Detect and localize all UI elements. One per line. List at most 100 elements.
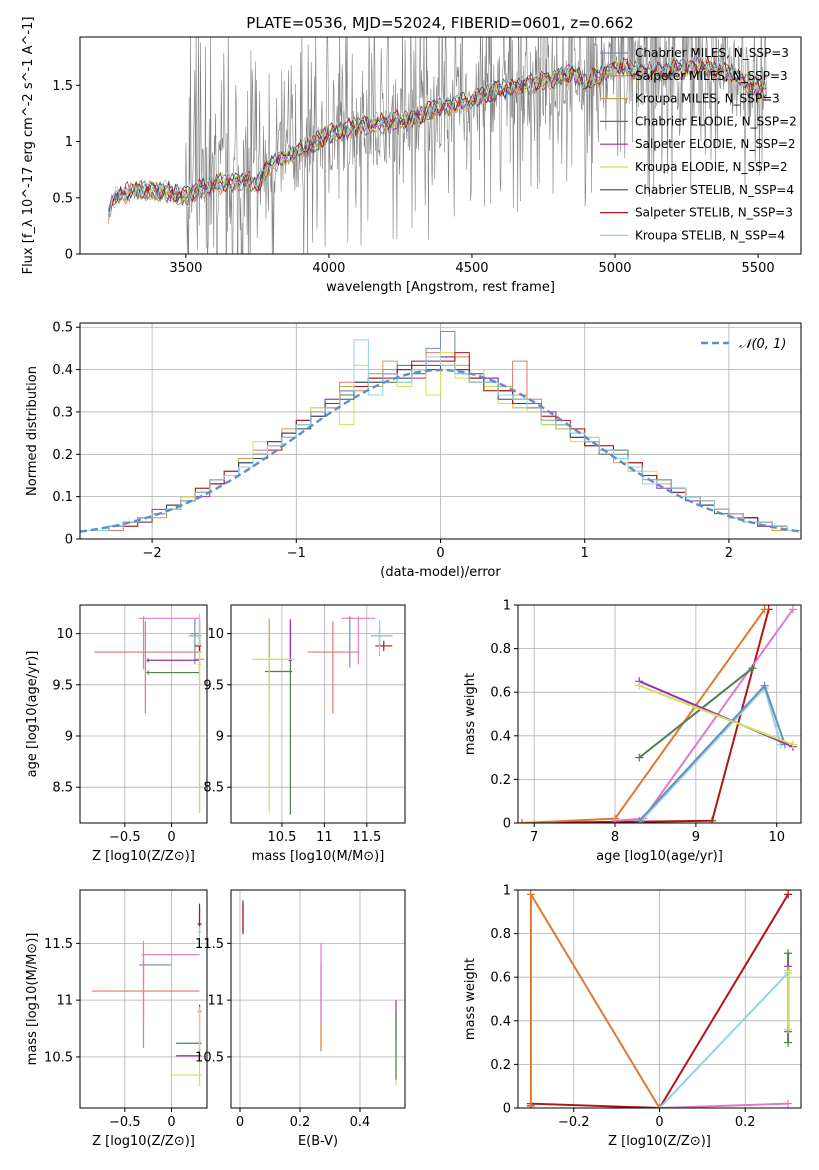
y-tick-label: 11.5 bbox=[44, 937, 73, 952]
plot-area bbox=[526, 890, 793, 1108]
y-tick-label: 9 bbox=[65, 730, 73, 745]
x-tick-label: 4000 bbox=[312, 261, 345, 276]
y-tick-label: 0 bbox=[503, 817, 511, 832]
x-tick-label: 1 bbox=[581, 546, 589, 561]
y-axis-label: mass [log10(M/M⊙)] bbox=[25, 933, 40, 1066]
x-tick-label: 0.2 bbox=[290, 1115, 311, 1130]
y-axis-label: age [log10(age/yr)] bbox=[25, 651, 40, 778]
panel-mass_vs_EBV: 0 0.2 0.4 10.5 11 11.5 E(B-V) bbox=[195, 889, 406, 1149]
y-tick-label: 0.2 bbox=[490, 773, 511, 788]
point-marker bbox=[784, 890, 793, 899]
panel-mass_weight_vs_Z: −0.2 0 0.2 0 0.2 0.4 0.6 0.8 1 Z [log10(Z/Z⊙)] mas… bbox=[463, 884, 802, 1149]
x-axis-label: (data-model)/error bbox=[380, 565, 501, 580]
y-tick-label: 8.5 bbox=[203, 781, 224, 796]
x-axis-label: Z [log10(Z/Z⊙)] bbox=[92, 849, 195, 864]
y-tick-label: 0.6 bbox=[490, 686, 511, 701]
axes-frame bbox=[517, 604, 802, 824]
legend-label: Salpeter ELODIE, N_SSP=2 bbox=[635, 137, 796, 151]
y-tick-label: 10 bbox=[56, 627, 73, 642]
x-tick-label: 11.5 bbox=[352, 830, 381, 845]
y-tick-label: 0.5 bbox=[52, 191, 73, 206]
x-tick-label: 2 bbox=[725, 546, 733, 561]
x-tick-label: −2 bbox=[143, 546, 162, 561]
y-tick-label: 0.2 bbox=[52, 448, 73, 463]
series-line bbox=[659, 1102, 789, 1108]
legend-label: Chabrier MILES, N_SSP=3 bbox=[635, 46, 789, 60]
point-marker bbox=[760, 605, 769, 614]
x-tick-label: 9 bbox=[692, 830, 700, 845]
model-line bbox=[108, 56, 767, 214]
plot-area bbox=[108, 37, 767, 254]
axes-frame bbox=[230, 604, 406, 824]
axes-frame bbox=[79, 604, 208, 824]
series-line bbox=[521, 609, 770, 823]
x-tick-label: 10 bbox=[768, 830, 785, 845]
point-marker bbox=[788, 740, 797, 749]
y-tick-label: 0.4 bbox=[490, 1014, 511, 1029]
axes-frame bbox=[79, 36, 802, 255]
point-marker bbox=[635, 816, 644, 823]
plot-area bbox=[252, 616, 393, 815]
panel-age_vs_Z: −0.5 0 8.5 9 9.5 10 Z [log10(Z/Z⊙)] age [log10(… bbox=[25, 604, 208, 864]
y-tick-label: 11 bbox=[207, 994, 224, 1009]
y-tick-label: 0.6 bbox=[490, 971, 511, 986]
point-marker bbox=[784, 949, 793, 958]
x-tick-label: −0.5 bbox=[109, 1115, 141, 1130]
y-tick-label: 0 bbox=[65, 248, 73, 263]
y-tick-label: 10.5 bbox=[195, 1050, 224, 1065]
y-tick-label: 1 bbox=[503, 884, 511, 899]
y-tick-label: 0.3 bbox=[52, 405, 73, 420]
x-tick-label: 0 bbox=[236, 1115, 244, 1130]
x-axis-label: mass [log10(M/M⊙)] bbox=[252, 849, 385, 864]
x-tick-label: 0.2 bbox=[735, 1115, 756, 1130]
model-line bbox=[108, 58, 767, 212]
y-tick-label: 0.1 bbox=[52, 490, 73, 505]
point-marker bbox=[526, 890, 535, 899]
x-tick-label: −1 bbox=[287, 546, 306, 561]
x-tick-label: 3500 bbox=[169, 261, 202, 276]
figure-title: PLATE=0536, MJD=52024, FIBERID=0601, z=0… bbox=[246, 14, 633, 32]
series-line bbox=[614, 608, 794, 822]
y-tick-label: 11.5 bbox=[195, 937, 224, 952]
y-tick-label: 0.8 bbox=[490, 927, 511, 942]
point-marker bbox=[635, 753, 644, 762]
axes-frame bbox=[230, 889, 406, 1109]
point-marker bbox=[635, 681, 644, 690]
x-axis-label: Z [log10(Z/Z⊙)] bbox=[92, 1134, 195, 1149]
histogram-step bbox=[80, 339, 801, 539]
plot-area bbox=[242, 900, 397, 1086]
x-tick-label: 5500 bbox=[742, 261, 775, 276]
legend-label: Chabrier STELIB, N_SSP=4 bbox=[635, 183, 794, 197]
legend-label: Salpeter STELIB, N_SSP=3 bbox=[635, 206, 793, 220]
y-axis-label: mass weight bbox=[463, 673, 478, 755]
model-line bbox=[108, 55, 767, 214]
axes-frame bbox=[79, 889, 208, 1109]
x-tick-label: 5000 bbox=[598, 261, 631, 276]
x-tick-label: 7 bbox=[530, 830, 538, 845]
y-axis-label: mass weight bbox=[463, 958, 478, 1040]
x-tick-label: 11 bbox=[316, 830, 333, 845]
y-tick-label: 0.4 bbox=[52, 363, 73, 378]
y-tick-label: 0 bbox=[503, 1102, 511, 1117]
y-tick-label: 9 bbox=[216, 730, 224, 745]
series-line bbox=[638, 680, 794, 748]
y-tick-label: 8.5 bbox=[52, 781, 73, 796]
legend-label: Salpeter MILES, N_SSP=3 bbox=[635, 69, 788, 83]
model-line bbox=[108, 56, 767, 210]
panel-mass_vs_Z: −0.5 0 10.5 11 11.5 Z [log10(Z/Z⊙)] mass [log1… bbox=[25, 889, 208, 1149]
y-tick-label: 11 bbox=[56, 994, 73, 1009]
point-marker bbox=[748, 664, 757, 673]
point-marker bbox=[784, 1038, 793, 1047]
x-axis-label: wavelength [Angstrom, rest frame] bbox=[326, 280, 555, 295]
normal-curve bbox=[80, 368, 801, 533]
y-tick-label: 0.5 bbox=[52, 321, 73, 336]
x-axis-label: age [log10(age/yr)] bbox=[596, 849, 723, 864]
legend-label: Kroupa ELODIE, N_SSP=2 bbox=[635, 160, 788, 174]
y-tick-label: 1 bbox=[65, 135, 73, 150]
point-marker bbox=[784, 1025, 793, 1034]
point-marker bbox=[784, 966, 793, 975]
panel-spectrum: 3500 4000 4500 5000 5500 0 0.5 1 1.5 wavelength [… bbox=[21, 17, 802, 295]
legend-label: Kroupa MILES, N_SSP=3 bbox=[635, 92, 780, 106]
legend-label: Kroupa STELIB, N_SSP=4 bbox=[635, 228, 785, 242]
